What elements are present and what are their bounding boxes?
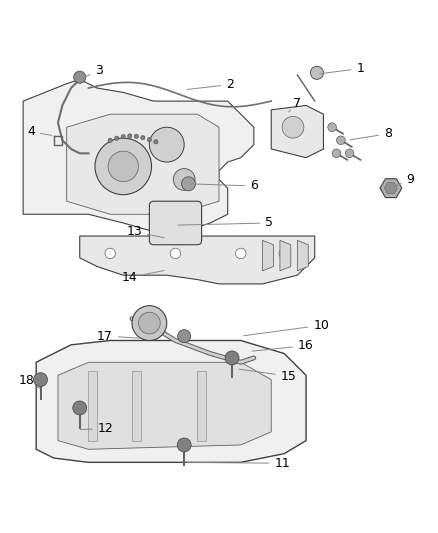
Circle shape (134, 134, 138, 139)
Polygon shape (271, 106, 323, 158)
Text: 2: 2 (187, 78, 234, 91)
Circle shape (177, 438, 191, 452)
Circle shape (345, 149, 354, 158)
Polygon shape (385, 182, 397, 194)
Circle shape (108, 151, 138, 182)
Circle shape (108, 138, 113, 142)
Polygon shape (197, 371, 206, 441)
Circle shape (173, 168, 195, 190)
Circle shape (225, 351, 239, 365)
Text: 4: 4 (27, 125, 52, 138)
Circle shape (154, 140, 158, 144)
Text: 17: 17 (97, 329, 140, 343)
Polygon shape (80, 236, 315, 284)
Circle shape (141, 135, 145, 140)
Text: 5: 5 (178, 216, 273, 230)
Circle shape (34, 373, 47, 386)
Circle shape (332, 149, 341, 158)
Text: 11: 11 (187, 457, 290, 470)
Text: 14: 14 (122, 271, 164, 284)
Circle shape (132, 305, 167, 341)
Text: 15: 15 (239, 369, 297, 383)
Text: 7: 7 (289, 97, 301, 112)
Polygon shape (67, 114, 219, 214)
Circle shape (121, 134, 125, 139)
Text: 16: 16 (252, 339, 314, 352)
Text: 3: 3 (84, 64, 103, 77)
Circle shape (236, 248, 246, 259)
Text: 10: 10 (244, 319, 329, 336)
Text: 12: 12 (80, 422, 114, 435)
Polygon shape (280, 240, 291, 271)
Circle shape (138, 312, 160, 334)
Circle shape (149, 127, 184, 162)
Circle shape (95, 138, 152, 195)
Circle shape (105, 248, 116, 259)
Circle shape (147, 138, 152, 142)
Circle shape (311, 66, 323, 79)
Circle shape (182, 177, 195, 191)
Circle shape (74, 71, 86, 83)
Circle shape (282, 116, 304, 138)
Text: 9: 9 (393, 173, 414, 187)
Polygon shape (58, 362, 271, 449)
Text: 13: 13 (126, 225, 164, 238)
Circle shape (170, 248, 181, 259)
Circle shape (178, 329, 191, 343)
Circle shape (127, 134, 132, 138)
Circle shape (328, 123, 336, 132)
Circle shape (73, 401, 87, 415)
Polygon shape (23, 79, 254, 232)
Text: 6: 6 (191, 180, 258, 192)
Circle shape (336, 136, 345, 144)
Circle shape (279, 248, 290, 259)
Text: 18: 18 (19, 374, 40, 389)
Polygon shape (262, 240, 273, 271)
FancyBboxPatch shape (149, 201, 201, 245)
Polygon shape (132, 371, 141, 441)
Polygon shape (380, 179, 402, 198)
Polygon shape (36, 341, 306, 462)
Polygon shape (297, 240, 308, 271)
Polygon shape (88, 371, 97, 441)
Text: 1: 1 (320, 62, 364, 75)
Circle shape (115, 136, 119, 140)
Text: 8: 8 (350, 127, 392, 140)
